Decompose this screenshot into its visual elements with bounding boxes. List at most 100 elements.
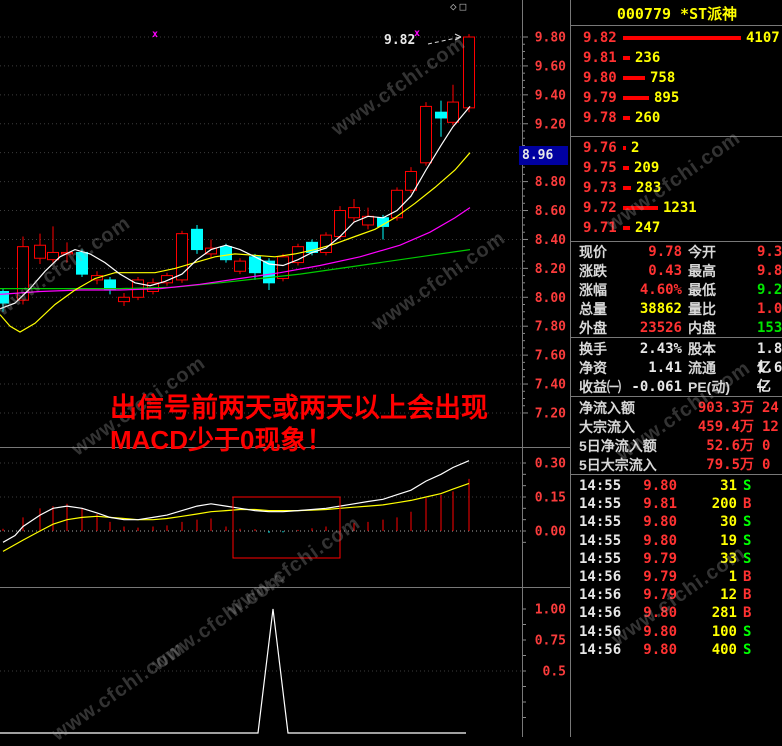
tick-side: S	[743, 623, 752, 640]
level-volume: 247	[635, 220, 661, 236]
stock-title: 000779 *ST派神	[616, 5, 738, 23]
svg-text:7.80: 7.80	[535, 320, 566, 335]
level-price: 9.75	[583, 160, 617, 176]
tick-side: S	[743, 478, 752, 494]
level-price: 9.79	[583, 90, 617, 106]
field-value: 9.8	[757, 263, 782, 279]
flow-value-2: 24	[762, 400, 779, 416]
level-volume-bar	[623, 36, 741, 40]
tick-time: 14:56	[579, 569, 622, 585]
stock-chart[interactable]: 9.80 9.60 9.40 9.20 8.80 8.60 8.40 8.20 8.00 7.80…	[0, 0, 570, 737]
level-volume-bar	[623, 146, 626, 150]
tick-price: 9.79	[643, 550, 677, 567]
field-value: 0.43	[648, 263, 682, 279]
tick-volume: 400	[711, 641, 737, 658]
chart-window-icons[interactable]: ◇□	[450, 0, 469, 13]
macd-panel: 0.30 0.15 0.00	[0, 456, 566, 559]
level-volume-bar	[623, 96, 649, 100]
tick-time: 14:56	[579, 605, 622, 622]
ma-yellow	[0, 152, 471, 333]
svg-text:1.00: 1.00	[535, 603, 566, 618]
tick-side: S	[743, 514, 752, 531]
field-value: 38862	[639, 301, 682, 317]
tick-volume: 12	[720, 587, 737, 604]
section-divider	[571, 396, 782, 397]
svg-text:0.75: 0.75	[535, 634, 566, 649]
sell-level-row[interactable]: 9.82 4107	[571, 28, 782, 48]
svg-text:9.40: 9.40	[535, 88, 566, 103]
tick-row: 14:56 9.80 100 S	[571, 623, 782, 641]
buy-level-row[interactable]: 9.73 283	[571, 178, 782, 198]
svg-text:8.60: 8.60	[535, 204, 566, 219]
price-callout-label: 9.82	[384, 33, 416, 48]
tick-time: 14:55	[579, 532, 622, 549]
svg-text:9.20: 9.20	[535, 117, 566, 132]
sell-level-row[interactable]: 9.79 895	[571, 88, 782, 108]
svg-text:7.60: 7.60	[535, 349, 566, 364]
level-price: 9.78	[583, 110, 617, 126]
buy-level-row[interactable]: 9.75 209	[571, 158, 782, 178]
field-label: 换手	[579, 341, 607, 357]
tick-side: B	[743, 569, 752, 585]
level-volume: 895	[654, 90, 680, 106]
level-volume-bar	[623, 186, 631, 190]
info-row: 涨跌 0.43 最高 9.8	[571, 262, 782, 281]
svg-text:8.40: 8.40	[535, 233, 566, 248]
sell-level-row[interactable]: 9.81 236	[571, 48, 782, 68]
tick-time: 14:55	[579, 514, 622, 531]
fin-row: 收益㈠ -0.061 PE(动) —	[571, 378, 782, 397]
field-value: 9.2	[757, 282, 782, 298]
section-divider	[571, 25, 782, 26]
field-label: 内盘	[688, 320, 716, 336]
info-row: 涨幅 4.60% 最低 9.2	[571, 281, 782, 300]
sell-level-row[interactable]: 9.80 758	[571, 68, 782, 88]
field-value: 4.60%	[639, 282, 682, 298]
flow-label: 净流入额	[579, 400, 635, 416]
field-value: 23526	[639, 320, 682, 336]
svg-text:9.60: 9.60	[535, 59, 566, 74]
svg-text:8.00: 8.00	[535, 291, 566, 306]
buy-level-row[interactable]: 9.71 247	[571, 218, 782, 238]
svg-text:9.80: 9.80	[535, 31, 566, 46]
tick-time: 14:55	[579, 496, 622, 513]
tick-side: B	[743, 605, 752, 622]
svg-text:7.20: 7.20	[535, 406, 566, 421]
fin-row: 净资 1.41 流通 1.60亿	[571, 359, 782, 395]
tick-side: S	[743, 641, 752, 658]
tick-price: 9.80	[643, 623, 677, 640]
buy-level-row[interactable]: 9.72 1231	[571, 198, 782, 218]
section-divider	[571, 474, 782, 475]
level-volume-bar	[623, 116, 630, 120]
level-price: 9.81	[583, 50, 617, 66]
tick-row: 14:55 9.80 30 S	[571, 513, 782, 531]
tick-price: 9.81	[643, 496, 677, 513]
svg-text:0.30: 0.30	[535, 456, 566, 471]
flow-value: 903.3万	[697, 400, 754, 416]
diamond-icon[interactable]: ◇	[450, 0, 460, 13]
flow-value: 52.6万	[706, 438, 754, 454]
tick-time: 14:56	[579, 641, 622, 658]
level-volume: 209	[634, 160, 660, 176]
field-value: 1.86亿	[757, 341, 782, 376]
ma-white	[0, 106, 471, 310]
ma-green	[0, 249, 471, 290]
tick-row: 14:56 9.80 400 S	[571, 641, 782, 659]
buy-level-row[interactable]: 9.76 2	[571, 138, 782, 158]
field-label: 涨跌	[579, 263, 607, 279]
tick-side: B	[743, 496, 752, 513]
sell-level-row[interactable]: 9.78 260	[571, 108, 782, 128]
field-label: 最高	[688, 263, 716, 279]
tick-row: 14:56 9.79 12 B	[571, 586, 782, 604]
tick-side: B	[743, 587, 752, 604]
field-value: -0.061	[631, 379, 682, 395]
candles	[0, 34, 475, 312]
field-value: 1.41	[648, 360, 682, 376]
tick-price: 9.80	[643, 478, 677, 494]
window-icon[interactable]: □	[459, 0, 470, 13]
tick-time: 14:56	[579, 587, 622, 604]
field-value: 2.43%	[639, 341, 682, 357]
tick-row: 14:55 9.81 200 B	[571, 495, 782, 513]
field-value: 9.3	[757, 244, 782, 260]
